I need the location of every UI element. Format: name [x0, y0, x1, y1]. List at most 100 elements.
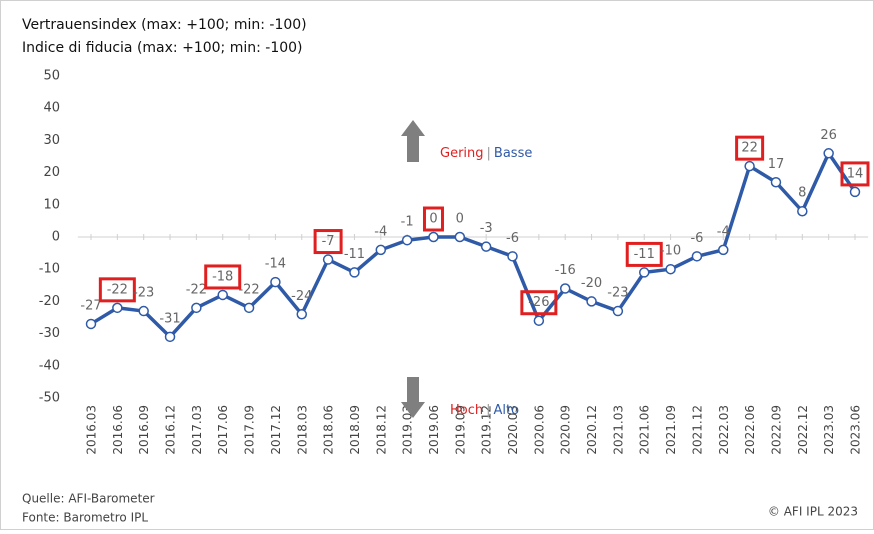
data-label: 17	[768, 157, 785, 172]
data-label: -4	[374, 224, 387, 239]
x-tick-label: 2022.03	[717, 405, 731, 455]
data-label: -22	[186, 282, 207, 297]
data-label: -16	[555, 263, 576, 278]
data-label: 0	[456, 212, 464, 227]
data-label: 26	[820, 128, 837, 143]
marker	[612, 305, 624, 317]
data-label: 0	[429, 212, 437, 227]
marker	[797, 205, 808, 217]
x-tick-label: 2020.03	[506, 405, 520, 455]
label-box	[313, 229, 343, 255]
label-box	[204, 264, 242, 290]
x-tick-label: 2020.06	[532, 405, 546, 455]
marker	[191, 302, 202, 314]
annotation-part: Hoch	[450, 403, 483, 418]
y-tick-label: -50	[39, 391, 60, 406]
data-label: -6	[690, 231, 703, 246]
data-label: 8	[798, 186, 806, 201]
x-tick-label: 2020.09	[559, 405, 573, 455]
data-label: -20	[581, 276, 602, 291]
marker	[507, 251, 518, 262]
x-tick-label: 2018.12	[374, 405, 388, 455]
x-tick-label: 2018.06	[322, 405, 336, 455]
marker	[401, 234, 413, 246]
y-tick-label: 20	[43, 165, 60, 180]
x-tick-label: 2018.09	[348, 405, 362, 455]
data-label: -31	[159, 311, 180, 326]
y-tick-label: 10	[43, 197, 60, 212]
y-tick-label: -10	[39, 262, 60, 277]
marker	[375, 244, 387, 256]
y-tick-label: 0	[52, 230, 60, 245]
data-label: -23	[133, 286, 154, 301]
label-box	[735, 135, 765, 161]
y-tick-label: 40	[43, 101, 60, 116]
x-tick-label: 2022.06	[743, 405, 757, 455]
x-tick-label: 2022.12	[796, 405, 810, 455]
data-label: -27	[80, 298, 101, 313]
marker	[665, 263, 676, 275]
marker	[744, 160, 755, 172]
data-label: -24	[291, 289, 312, 304]
source: Fonte: Barometro IPL	[22, 511, 148, 525]
marker	[138, 305, 149, 317]
marker	[322, 254, 334, 265]
x-tick-label: 2023.03	[822, 405, 836, 455]
x-tick-label: 2019.06	[427, 405, 441, 455]
annotation-part: |	[486, 403, 490, 418]
x-tick-label: 2021.12	[690, 405, 704, 455]
marker	[296, 309, 308, 320]
annotation-part: |	[487, 146, 491, 161]
data-label: -22	[107, 282, 128, 297]
marker	[85, 318, 97, 330]
label-box	[840, 161, 870, 187]
data-label: -11	[634, 247, 655, 262]
data-label: -14	[265, 257, 286, 272]
data-label: -7	[322, 234, 335, 249]
marker	[480, 241, 492, 252]
x-tick-label: 2016.06	[111, 405, 125, 455]
marker	[770, 177, 782, 188]
marker	[454, 231, 466, 243]
annotation: Hoch | Alto	[450, 403, 519, 418]
marker	[586, 296, 597, 307]
x-tick-label: 2021.06	[638, 405, 652, 455]
x-tick-label: 2017.09	[243, 405, 257, 455]
marker	[217, 289, 228, 301]
y-tick-label: -30	[39, 326, 60, 341]
label-box	[422, 206, 444, 232]
marker	[243, 302, 255, 314]
copyright: © AFI IPL 2023	[768, 505, 858, 519]
x-tick-label: 2019.03	[401, 405, 415, 455]
marker	[559, 283, 571, 294]
data-label: -6	[506, 231, 519, 246]
data-label: 14	[847, 166, 864, 181]
y-tick-label: -40	[39, 358, 60, 373]
data-label: 22	[741, 141, 758, 156]
data-label: -3	[480, 221, 493, 236]
data-label: -4	[717, 224, 730, 239]
arrow	[401, 377, 425, 418]
annotation-part: Basse	[494, 146, 532, 161]
y-tick-label: -20	[39, 294, 60, 309]
marker	[349, 267, 360, 278]
x-tick-label: 2022.09	[769, 405, 783, 455]
y-tick-label: 30	[43, 133, 60, 148]
data-label: -1	[401, 215, 414, 230]
marker	[428, 231, 439, 243]
chart-title: Vertrauensindex (max: +100; min: -100)	[22, 17, 307, 33]
x-tick-label: 2020.12	[585, 405, 599, 455]
source: Quelle: AFI-Barometer	[22, 492, 155, 506]
label-box	[625, 241, 663, 267]
x-tick-label: 2019.12	[480, 405, 494, 455]
x-tick-label: 2016.03	[85, 405, 99, 455]
x-tick-label: 2017.06	[216, 405, 230, 455]
annotation-part: Gering	[440, 146, 484, 161]
label-box	[520, 290, 558, 316]
marker	[638, 267, 650, 278]
marker	[164, 331, 176, 343]
data-label: -22	[238, 282, 259, 297]
x-tick-label: 2021.03	[611, 405, 625, 455]
